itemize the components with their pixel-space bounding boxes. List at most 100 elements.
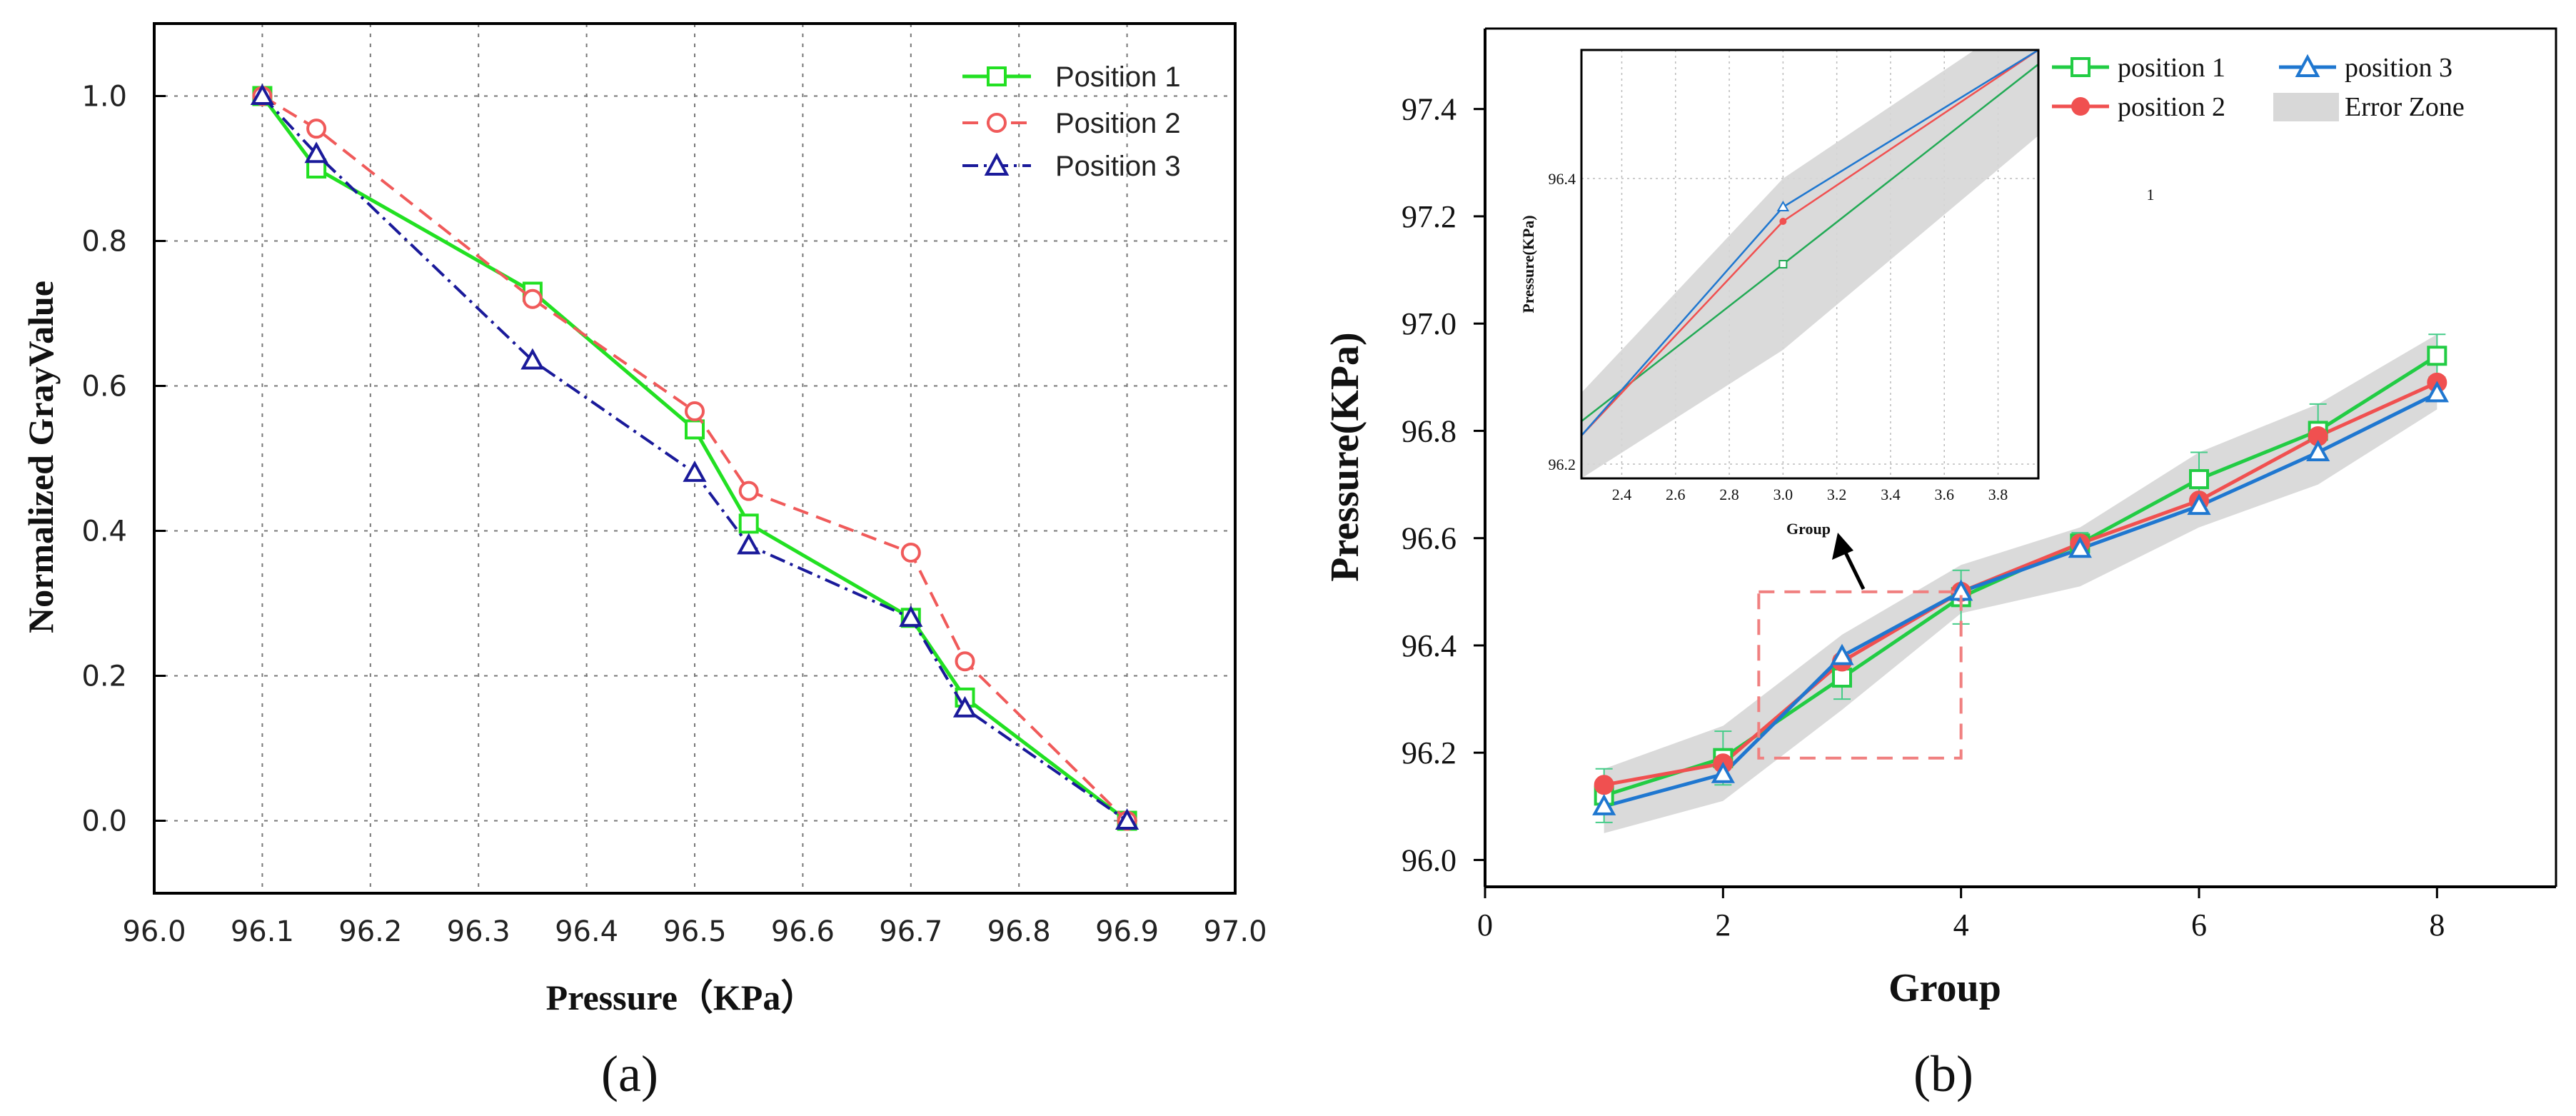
- chart-b-point-s1: [2189, 469, 2209, 490]
- inset-xtick-label: 2.6: [1666, 486, 1686, 503]
- chart-b-ticks: 0 2 4 6 8 96.0 96.2 96.4 96.6 96.8 97.0 97.2 97.4: [1402, 92, 2445, 942]
- chart-b-xtick-label: 2: [1715, 908, 1731, 942]
- inset-ticks: 2.4 2.6 2.8 3.0 3.2 3.4 3.6 3.8 96.2 96.4: [1549, 170, 2008, 503]
- inset-point-s3: [1776, 201, 1790, 211]
- inset-xlabel: Group: [1786, 520, 1831, 538]
- legend-b-label-2: position 2: [2118, 92, 2225, 122]
- chart-b-ytick-label: 96.6: [1402, 521, 1456, 556]
- chart-a-point-s1: [685, 419, 705, 440]
- chart-a-series-line-3: [261, 95, 1128, 823]
- inset-xtick-label: 3.6: [1934, 486, 1954, 503]
- chart-a-xtick-label: 96.3: [447, 915, 510, 948]
- chart-b-xlabel: Group: [1888, 966, 2001, 1010]
- legend-b-label-1: position 1: [2118, 53, 2225, 83]
- chart-b-xtick-label: 0: [1477, 908, 1493, 942]
- inset-ytick-label: 96.2: [1549, 456, 1576, 473]
- chart-b-series-line-3: [1604, 391, 2438, 808]
- chart-a-series: [250, 84, 1139, 831]
- legend-b-label-error-zone: Error Zone: [2345, 92, 2465, 122]
- legend-b-error-zone-swatch: [2273, 93, 2339, 121]
- legend-b-marker-3: [2295, 54, 2320, 77]
- chart-a-xtick-label: 96.9: [1095, 915, 1159, 948]
- legend-a-marker-1: [987, 66, 1007, 86]
- chart-b-inset: 2.4 2.6 2.8 3.0 3.2 3.4 3.6 3.8 96.2 96.4 Group P…: [1519, 49, 2040, 538]
- chart-a-xtick-label: 96.6: [771, 915, 835, 948]
- chart-a: 96.0 96.1 96.2 96.3 96.4 96.5 96.6 96.7 96.8 96.9…: [21, 22, 1267, 1102]
- chart-b-xtick-label: 8: [2429, 908, 2445, 942]
- chart-b-point-s3: [2187, 493, 2211, 516]
- legend-a-marker-3: [984, 152, 1010, 176]
- inset-error-zone: [1581, 50, 2038, 478]
- chart-a-grid: [154, 24, 1236, 893]
- chart-a-point-s3: [683, 460, 707, 482]
- chart-a-point-s2: [955, 651, 975, 672]
- chart-a-xtick-label: 96.4: [555, 915, 618, 948]
- chart-a-point-s3: [737, 533, 761, 555]
- chart-b-series: [1592, 333, 2449, 823]
- chart-b-point-s3: [1830, 643, 1854, 665]
- chart-a-point-s3: [952, 695, 977, 718]
- inset-point-s1: [1778, 260, 1788, 268]
- chart-b-series-line-2: [1604, 381, 2438, 787]
- stray-label: 1: [2147, 186, 2155, 203]
- chart-a-point-s2: [522, 288, 543, 309]
- inset-xtick-label: 2.8: [1719, 486, 1739, 503]
- chart-a-ytick-label: 1.0: [81, 81, 127, 114]
- chart-a-ytick-label: 0.0: [81, 805, 127, 838]
- chart-b-point-s3: [1711, 761, 1735, 783]
- chart-a-xtick-label: 96.0: [122, 915, 186, 948]
- legend-a-marker-2: [987, 113, 1007, 133]
- chart-b-error-zone-area: [1604, 334, 2437, 833]
- chart-a-xtick-label: 96.8: [987, 915, 1051, 948]
- chart-b-legend: position 1 position 3 position 2 Error Z…: [2052, 53, 2465, 122]
- chart-a-point-s3: [899, 605, 923, 627]
- chart-a-xtick-label: 96.1: [231, 915, 294, 948]
- chart-a-point-s3: [250, 84, 274, 106]
- legend-b-label-3: position 3: [2345, 53, 2452, 83]
- zoom-arrow: [1832, 533, 1866, 590]
- chart-a-ticks: 96.0 96.1 96.2 96.3 96.4 96.5 96.6 96.7 96.8 96.9…: [81, 81, 1267, 949]
- inset-xtick-label: 3.4: [1881, 486, 1901, 503]
- chart-b-highlight-box: [1757, 590, 1963, 760]
- chart-b-frame-topright: [1485, 27, 2557, 887]
- chart-b-error-zone: [1604, 334, 2437, 833]
- chart-a-point-s3: [520, 348, 545, 370]
- inset-ylabel: Pressure(KPa): [1519, 215, 1537, 313]
- inset-point-s2: [1779, 218, 1787, 225]
- chart-b-xtick-label: 6: [2191, 908, 2207, 942]
- chart-b-ytick-label: 97.2: [1402, 199, 1456, 234]
- chart-b-point-s2: [1594, 775, 1614, 795]
- chart-a-ylabel: Normalized GrayValue: [21, 281, 61, 633]
- chart-a-point-s1: [738, 513, 759, 534]
- chart-b-ytick-label: 97.4: [1402, 92, 1456, 127]
- chart-a-legend: Position 1 Position 2 Position 3: [962, 61, 1181, 182]
- panel-label-a: (a): [601, 1045, 658, 1102]
- chart-b: 0 2 4 6 8 96.0 96.2 96.4 96.6 96.8 97.0 97.2 97.4 Gr…: [1323, 27, 2557, 1102]
- inset-series: [1581, 50, 2038, 436]
- chart-a-ytick-label: 0.4: [81, 516, 127, 548]
- chart-a-point-s2: [685, 401, 705, 422]
- chart-a-point-s3: [304, 141, 328, 164]
- chart-b-point-s3: [2425, 381, 2449, 403]
- chart-a-point-s2: [738, 481, 759, 501]
- chart-a-xlabel: Pressure（KPa）: [546, 977, 817, 1017]
- chart-b-ylabel: Pressure(KPa): [1323, 332, 1367, 581]
- inset-error-zone-area: [1581, 50, 2038, 478]
- chart-b-point-s3: [1592, 793, 1616, 815]
- chart-b-point-s3: [2306, 440, 2330, 462]
- chart-a-point-s2: [900, 542, 921, 563]
- legend-b-marker-1: [2071, 57, 2091, 77]
- chart-a-frame: [153, 22, 1237, 895]
- chart-a-series-line-2: [261, 94, 1129, 822]
- chart-b-zoom-region: [1757, 590, 1963, 760]
- inset-xtick-label: 3.2: [1827, 486, 1847, 503]
- chart-a-point-s3: [1115, 808, 1139, 830]
- inset-xtick-label: 2.4: [1612, 486, 1632, 503]
- chart-a-ytick-label: 0.8: [81, 226, 127, 258]
- chart-b-ytick-label: 97.0: [1402, 306, 1456, 341]
- chart-b-ytick-label: 96.4: [1402, 628, 1456, 663]
- chart-b-point-s3: [2068, 536, 2092, 558]
- legend-a-label-1: Position 1: [1055, 61, 1181, 93]
- inset-xtick-label: 3.8: [1988, 486, 2008, 503]
